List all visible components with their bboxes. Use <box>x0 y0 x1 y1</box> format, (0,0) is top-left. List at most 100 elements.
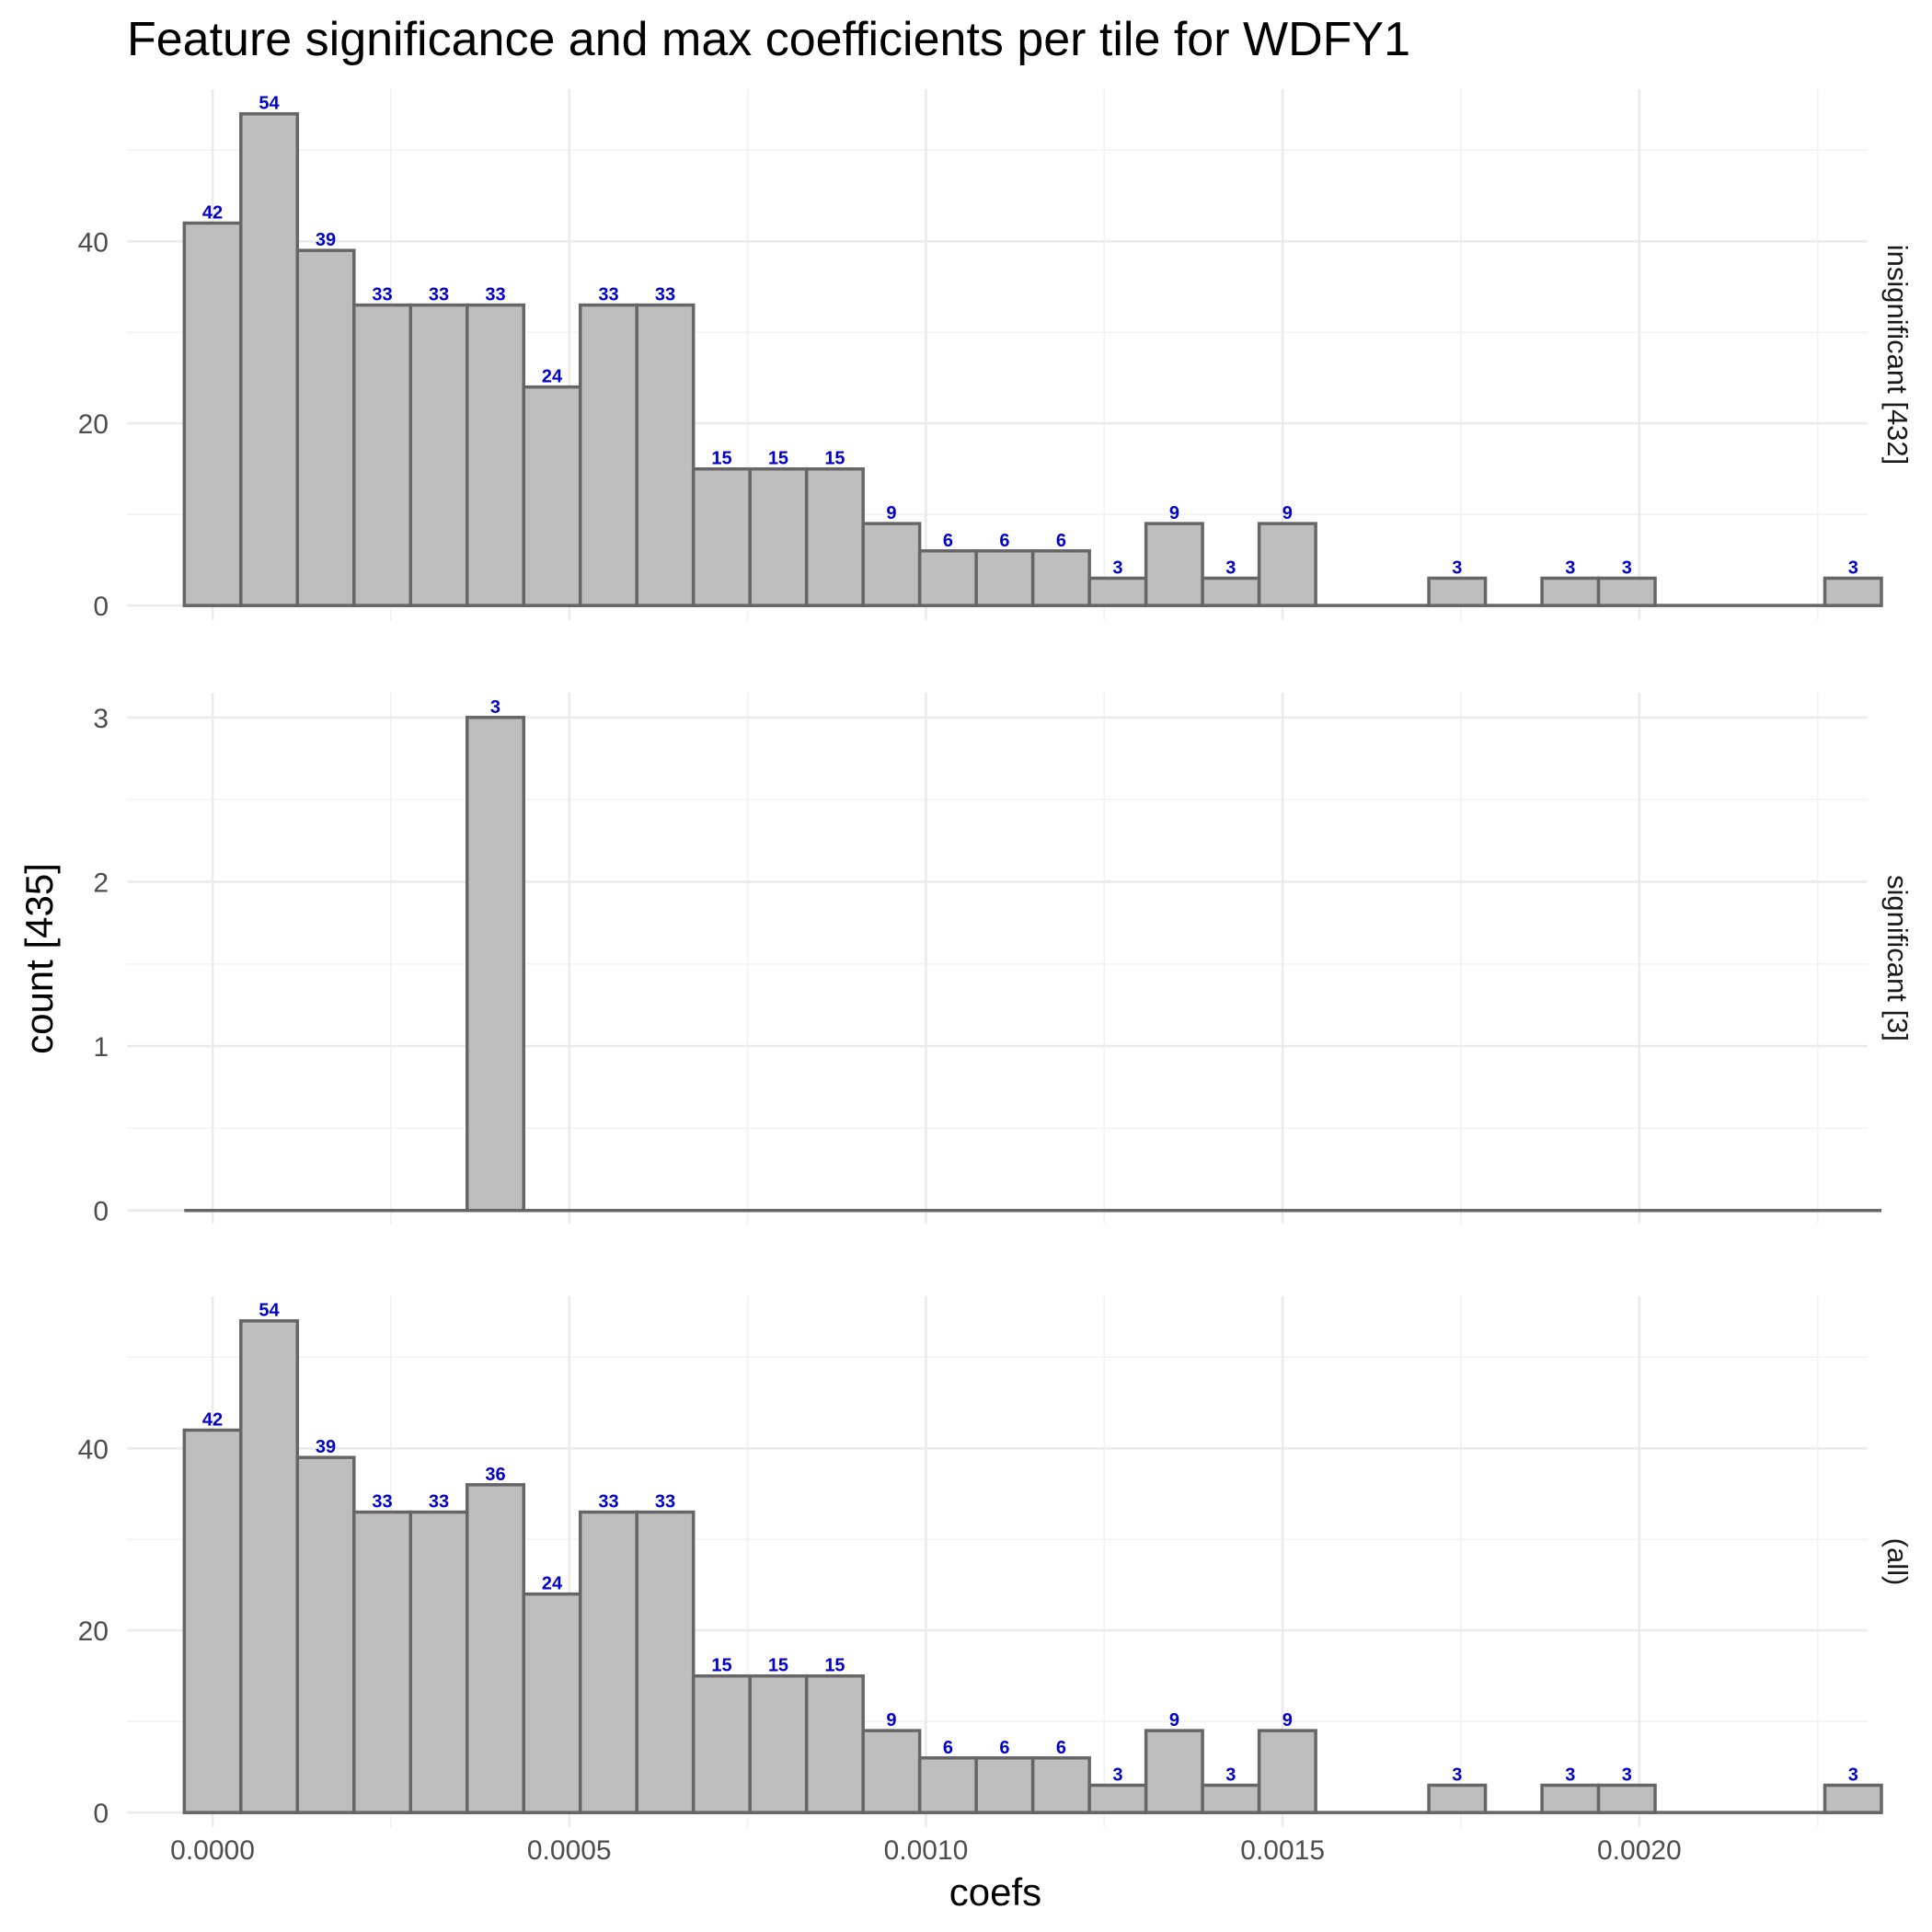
x-tick-label: 0.0020 <box>1597 1835 1682 1866</box>
bar-value-label: 33 <box>429 285 449 305</box>
histogram-bar <box>297 250 353 605</box>
y-axis-title: count [435] <box>17 863 61 1054</box>
bar-value-label: 33 <box>655 1492 675 1512</box>
histogram-bar <box>694 469 750 605</box>
histogram-bar <box>1033 551 1089 605</box>
histogram-bar <box>1089 578 1145 605</box>
y-tick-label: 3 <box>93 704 109 734</box>
histogram-bar <box>1429 1785 1485 1812</box>
histogram-bar <box>1825 1785 1881 1812</box>
bar-value-label: 9 <box>1282 503 1293 523</box>
x-axis-title: coefs <box>949 1870 1041 1914</box>
bar-value-label: 15 <box>824 449 845 469</box>
bar-value-label: 54 <box>259 1301 280 1321</box>
histogram-bar <box>410 1512 466 1813</box>
y-tick-label: 1 <box>93 1032 109 1063</box>
bar-value-label: 3 <box>1622 558 1632 578</box>
x-tick-label: 0.0005 <box>527 1835 612 1866</box>
bar-value-label: 33 <box>372 1492 392 1512</box>
bar-value-label: 33 <box>655 285 675 305</box>
histogram-bar <box>184 1430 240 1812</box>
bar-value-label: 6 <box>1056 531 1066 551</box>
histogram-bar <box>750 1676 806 1812</box>
bar-value-label: 9 <box>886 503 896 523</box>
histogram-bar <box>241 114 297 605</box>
x-tick-label: 0.0010 <box>884 1835 969 1866</box>
histogram-bar <box>354 305 410 606</box>
histogram-bar <box>467 718 523 1211</box>
facet-strip-label: insignificant [432] <box>1881 245 1914 466</box>
bar-value-label: 15 <box>711 449 731 469</box>
histogram-bar <box>1259 1731 1316 1812</box>
x-tick-label: 0.0000 <box>170 1835 255 1866</box>
bar-value-label: 9 <box>1282 1710 1293 1731</box>
bar-value-label: 39 <box>316 230 336 250</box>
bar-value-label: 15 <box>711 1656 731 1676</box>
histogram-bar <box>1542 578 1598 605</box>
histogram-bar <box>1599 1785 1655 1812</box>
bar-value-label: 3 <box>1225 558 1236 578</box>
histogram-bar <box>523 387 580 606</box>
histogram-bar <box>410 305 466 606</box>
histogram-bar <box>637 1512 693 1813</box>
histogram-bar <box>241 1321 297 1812</box>
histogram-bar <box>354 1512 410 1813</box>
bar-value-label: 3 <box>1452 558 1462 578</box>
histogram-bar <box>581 305 637 606</box>
histogram-bar <box>807 469 863 605</box>
y-tick-label: 40 <box>78 1434 109 1465</box>
y-tick-label: 20 <box>78 1616 109 1647</box>
histogram-bar <box>1202 1785 1259 1812</box>
bar-value-label: 15 <box>768 1656 788 1676</box>
y-tick-label: 20 <box>78 409 109 440</box>
bar-value-label: 3 <box>1112 558 1122 578</box>
histogram-bar <box>807 1676 863 1812</box>
bar-value-label: 6 <box>943 531 953 551</box>
bar-value-label: 9 <box>886 1710 896 1731</box>
bar-value-label: 3 <box>1565 558 1575 578</box>
y-tick-label: 0 <box>93 1799 109 1829</box>
bar-value-label: 15 <box>824 1656 845 1676</box>
histogram-bar <box>297 1457 353 1812</box>
y-tick-label: 0 <box>93 592 109 622</box>
histogram-bar <box>694 1676 750 1812</box>
histogram-bar <box>863 1731 919 1812</box>
histogram-bar <box>1089 1785 1145 1812</box>
bar-value-label: 42 <box>202 1409 223 1430</box>
histogram-bar <box>976 1758 1032 1812</box>
bar-value-label: 15 <box>768 449 788 469</box>
bar-value-label: 3 <box>1565 1765 1575 1785</box>
bar-value-label: 6 <box>999 1738 1009 1758</box>
histogram-bar <box>1146 1731 1202 1812</box>
bar-value-label: 33 <box>429 1492 449 1512</box>
x-axis: 0.0000 0.0005 0.0010 0.0015 0.0020 <box>170 1835 1682 1866</box>
histogram-bar <box>467 1485 523 1812</box>
y-tick-label: 2 <box>93 868 109 898</box>
histogram-bar <box>1429 578 1485 605</box>
bar-value-label: 3 <box>490 697 500 718</box>
y-tick-label: 40 <box>78 227 109 258</box>
y-tick-label: 0 <box>93 1197 109 1227</box>
bar-value-label: 39 <box>316 1437 336 1457</box>
bar-value-label: 42 <box>202 202 223 223</box>
histogram-bar <box>863 523 919 605</box>
histogram-bar <box>750 469 806 605</box>
bar-value-label: 3 <box>1112 1765 1122 1785</box>
histogram-bar <box>920 551 976 605</box>
bar-value-label: 6 <box>1056 1738 1066 1758</box>
histogram-bar <box>1259 523 1316 605</box>
bar-value-label: 24 <box>542 367 563 387</box>
bar-value-label: 3 <box>1622 1765 1632 1785</box>
histogram-bar <box>1542 1785 1598 1812</box>
bar-value-label: 24 <box>542 1574 563 1594</box>
histogram-bar <box>184 223 240 605</box>
bar-value-label: 6 <box>999 531 1009 551</box>
bar-value-label: 9 <box>1169 1710 1179 1731</box>
histogram-bar <box>1825 578 1881 605</box>
bar-value-label: 3 <box>1225 1765 1236 1785</box>
histogram-bar <box>920 1758 976 1812</box>
